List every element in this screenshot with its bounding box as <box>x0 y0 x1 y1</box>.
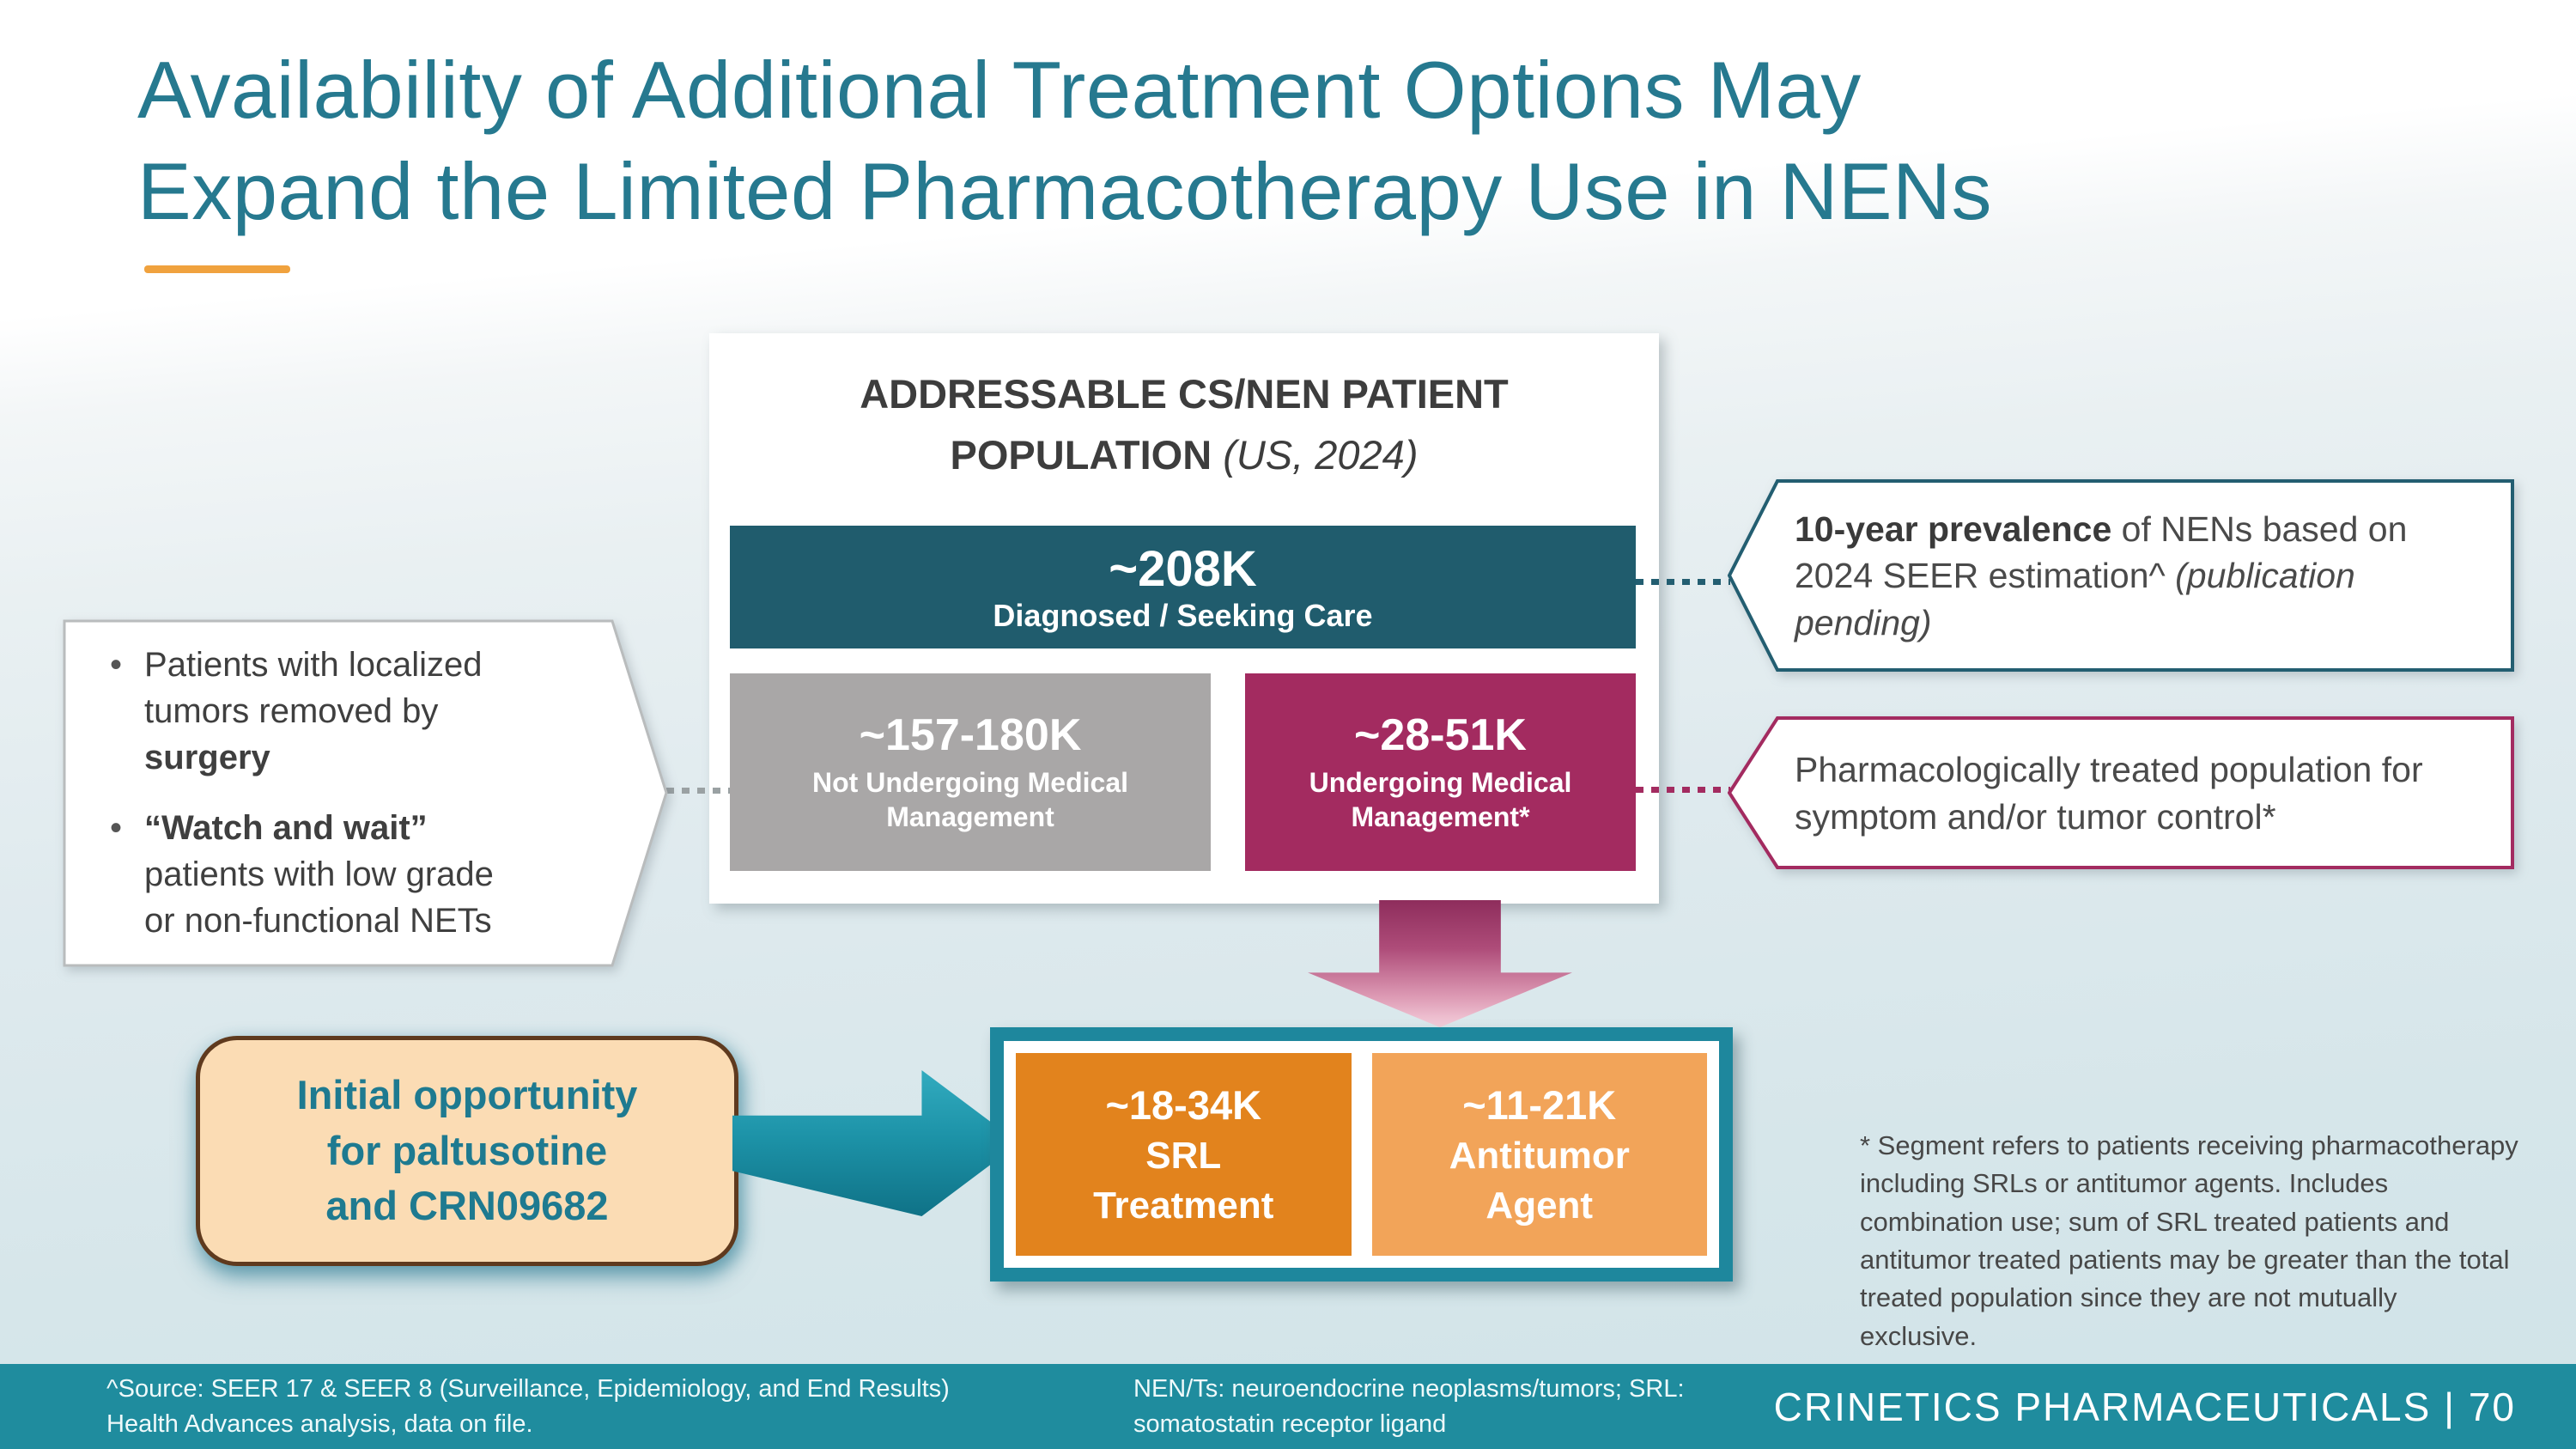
bullet1-pre: Patients with localized tumors removed b… <box>144 646 483 730</box>
srl-label-line1: SRL <box>1145 1135 1222 1178</box>
prevalence-bold: 10-year prevalence <box>1795 508 2112 549</box>
treated-callout-text: Pharmacologically treated population for… <box>1795 749 2423 837</box>
page-title-line2: Expand the Limited Pharmacotherapy Use i… <box>137 146 1992 237</box>
population-header-line2: POPULATION (US, 2024) <box>709 425 1659 486</box>
footer-source-line2: Health Advances analysis, data on file. <box>106 1409 533 1438</box>
population-header-italic: (US, 2024) <box>1223 431 1419 478</box>
prevalence-mid: of NENs based on 2024 SEER estimation^ <box>1795 508 2408 596</box>
bullet2-post: patients with low grade or non-functiona… <box>144 855 494 940</box>
bullet2-bold: “Watch and wait” <box>144 809 428 847</box>
opportunity-box: Initial opportunity for paltusotine and … <box>196 1036 738 1266</box>
treated-callout-shape <box>1728 716 2514 869</box>
separator-glyph: | <box>2444 1384 2457 1429</box>
dotted-connector-left <box>666 788 730 794</box>
bullet1-bold: surgery <box>144 739 270 776</box>
segment-footnote: * Segment refers to patients receiving p… <box>1860 1130 2518 1351</box>
population-header-bold: POPULATION <box>950 431 1224 478</box>
dotted-connector-prevalence <box>1636 579 1730 585</box>
footer-abbreviations: NEN/Ts: neuroendocrine neoplasms/tumors;… <box>1133 1371 1685 1441</box>
not-managed-value: ~157-180K <box>859 710 1082 761</box>
srl-value: ~18-34K <box>1105 1082 1262 1129</box>
footer-abbrev-line1: NEN/Ts: neuroendocrine neoplasms/tumors;… <box>1133 1374 1685 1403</box>
bullet-glyph: • <box>110 809 123 847</box>
managed-label: Undergoing Medical Management* <box>1309 766 1572 832</box>
footer-brand: CRINETICS PHARMACEUTICALS | 70 <box>1774 1384 2516 1430</box>
managed-value: ~28-51K <box>1354 710 1527 761</box>
page-title: Availability of Additional Treatment Opt… <box>137 40 2473 243</box>
prevalence-italic: (publication pending) <box>1795 556 2355 642</box>
title-accent-underline <box>144 265 290 273</box>
company-name: CRINETICS PHARMACEUTICALS <box>1773 1384 2432 1429</box>
down-arrow <box>1308 900 1572 1027</box>
bullet-text: Patients with localized tumors removed b… <box>144 642 532 781</box>
srl-label-line2: Treatment <box>1093 1184 1274 1227</box>
page-title-line1: Availability of Additional Treatment Opt… <box>137 45 1862 135</box>
treated-callout: Pharmacologically treated population for… <box>1795 716 2482 870</box>
bullet-text: “Watch and wait” patients with low grade… <box>144 805 532 944</box>
dotted-connector-treated <box>1636 787 1730 793</box>
opportunity-line3: and CRN09682 <box>325 1183 609 1229</box>
prevalence-callout-text: 10-year prevalence of NENs based on 2024… <box>1795 506 2482 647</box>
total-diagnosed-bar: ~208K Diagnosed / Seeking Care <box>730 526 1636 648</box>
footer-source-line1: ^Source: SEER 17 & SEER 8 (Surveillance,… <box>106 1374 950 1403</box>
footer-source: ^Source: SEER 17 & SEER 8 (Surveillance,… <box>106 1371 950 1441</box>
antitumor-label-line1: Antitumor <box>1449 1135 1630 1178</box>
page-number: 70 <box>2468 1384 2516 1429</box>
antitumor-label-line2: Agent <box>1485 1184 1594 1227</box>
left-callout-shape <box>63 619 668 967</box>
left-callout: • Patients with localized tumors removed… <box>110 619 532 966</box>
not-managed-box: ~157-180K Not Undergoing Medical Managem… <box>730 673 1211 871</box>
footer-abbrev-line2: somatostatin receptor ligand <box>1133 1409 1447 1438</box>
bullet-glyph: • <box>110 646 123 684</box>
population-box-header: ADDRESSABLE CS/NEN PATIENT POPULATION (U… <box>709 364 1659 485</box>
footer-bar: ^Source: SEER 17 & SEER 8 (Surveillance,… <box>0 1364 2576 1449</box>
prevalence-callout-shape <box>1728 479 2514 672</box>
treatment-box: ~18-34K SRL Treatment ~11-21K Antitumor … <box>990 1027 1733 1282</box>
total-diagnosed-label: Diagnosed / Seeking Care <box>993 598 1373 633</box>
bullet-item-watch-and-wait: • “Watch and wait” patients with low gra… <box>110 805 532 944</box>
treatment-box-inner: ~18-34K SRL Treatment ~11-21K Antitumor … <box>1004 1041 1719 1268</box>
right-arrow <box>732 1070 1019 1216</box>
opportunity-line2: for paltusotine <box>326 1127 608 1173</box>
prevalence-callout: 10-year prevalence of NENs based on 2024… <box>1795 479 2482 673</box>
srl-treatment-box: ~18-34K SRL Treatment <box>1016 1053 1352 1256</box>
antitumor-agent-box: ~11-21K Antitumor Agent <box>1371 1053 1707 1256</box>
opportunity-line1: Initial opportunity <box>296 1071 638 1117</box>
not-managed-label: Not Undergoing Medical Management <box>812 766 1128 832</box>
bullet-item-surgery: • Patients with localized tumors removed… <box>110 642 532 781</box>
population-header-line1: ADDRESSABLE CS/NEN PATIENT <box>860 371 1509 417</box>
footer-separator: | <box>2444 1385 2469 1429</box>
antitumor-value: ~11-21K <box>1462 1082 1617 1129</box>
managed-box: ~28-51K Undergoing Medical Management* <box>1245 673 1636 871</box>
total-diagnosed-value: ~208K <box>1109 541 1257 597</box>
